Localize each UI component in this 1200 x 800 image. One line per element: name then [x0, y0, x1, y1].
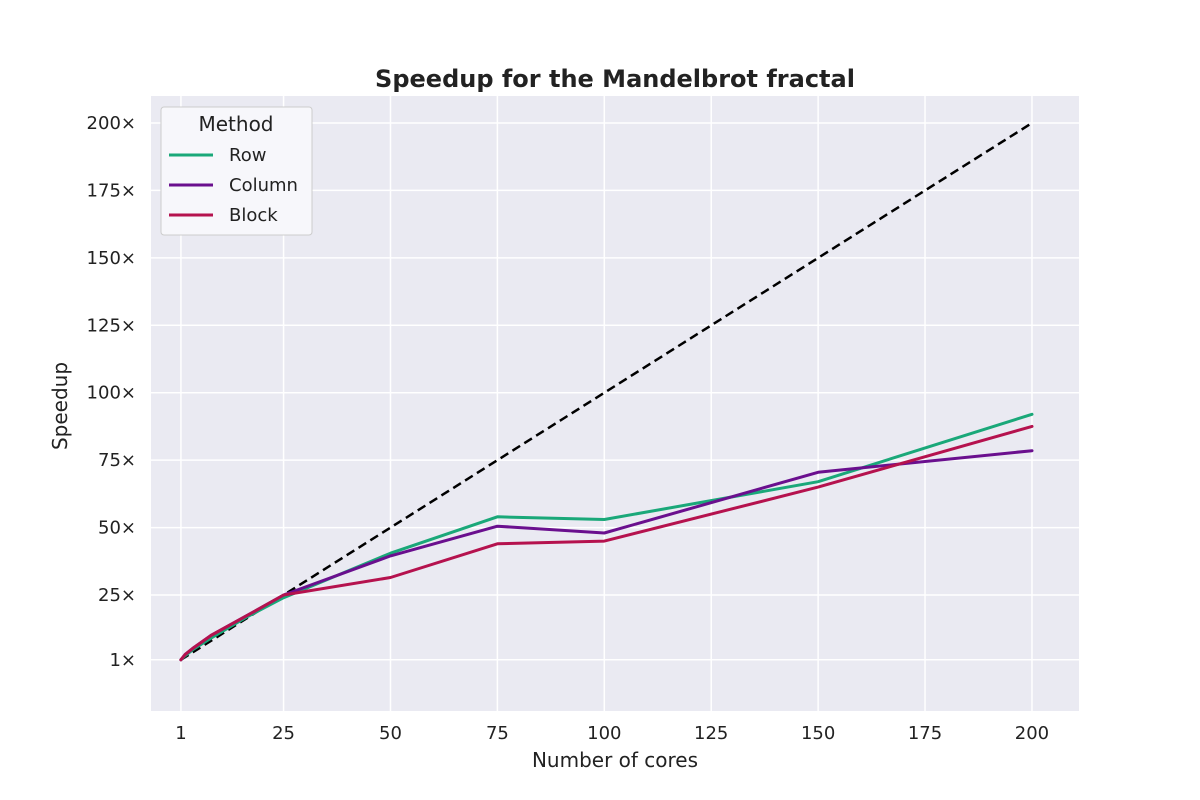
legend-label-block: Block	[229, 205, 278, 226]
x-tick-label: 150	[801, 723, 835, 744]
legend-title: Method	[198, 112, 273, 136]
x-tick-label: 100	[587, 723, 621, 744]
y-tick-label: 25×	[98, 585, 136, 606]
x-tick-label: 125	[694, 723, 728, 744]
x-tick-label: 25	[272, 723, 295, 744]
y-tick-label: 150×	[87, 248, 136, 269]
x-tick-labels: 1 25 50 75 100 125 150 175 200	[175, 723, 1049, 744]
y-axis-label: Speedup	[48, 362, 72, 450]
x-tick-label: 1	[175, 723, 186, 744]
chart-title: Speedup for the Mandelbrot fractal	[375, 65, 855, 93]
series-line-block	[179, 424, 1034, 662]
legend: Method Row Column Block	[160, 106, 313, 236]
x-tick-label: 50	[379, 723, 402, 744]
y-tick-label: 200×	[87, 113, 136, 134]
x-tick-label: 200	[1015, 723, 1049, 744]
legend-label-column: Column	[229, 175, 298, 196]
x-tick-label: 75	[486, 723, 509, 744]
y-tick-label: 75×	[98, 450, 136, 471]
grid-lines	[151, 96, 1079, 711]
y-tick-label: 125×	[87, 315, 136, 336]
y-tick-label: 50×	[98, 518, 136, 539]
y-tick-label: 1×	[109, 650, 136, 671]
y-tick-label: 100×	[87, 383, 136, 404]
legend-box	[160, 106, 313, 236]
x-axis-label: Number of cores	[532, 748, 698, 772]
legend-entries: Row Column Block	[169, 145, 298, 226]
legend-label-row: Row	[229, 145, 266, 166]
x-tick-label: 175	[908, 723, 942, 744]
series-lines	[179, 121, 1034, 662]
y-tick-labels: 1× 25× 50× 75× 100× 125× 150× 175× 200×	[87, 113, 136, 671]
y-tick-label: 175×	[87, 180, 136, 201]
